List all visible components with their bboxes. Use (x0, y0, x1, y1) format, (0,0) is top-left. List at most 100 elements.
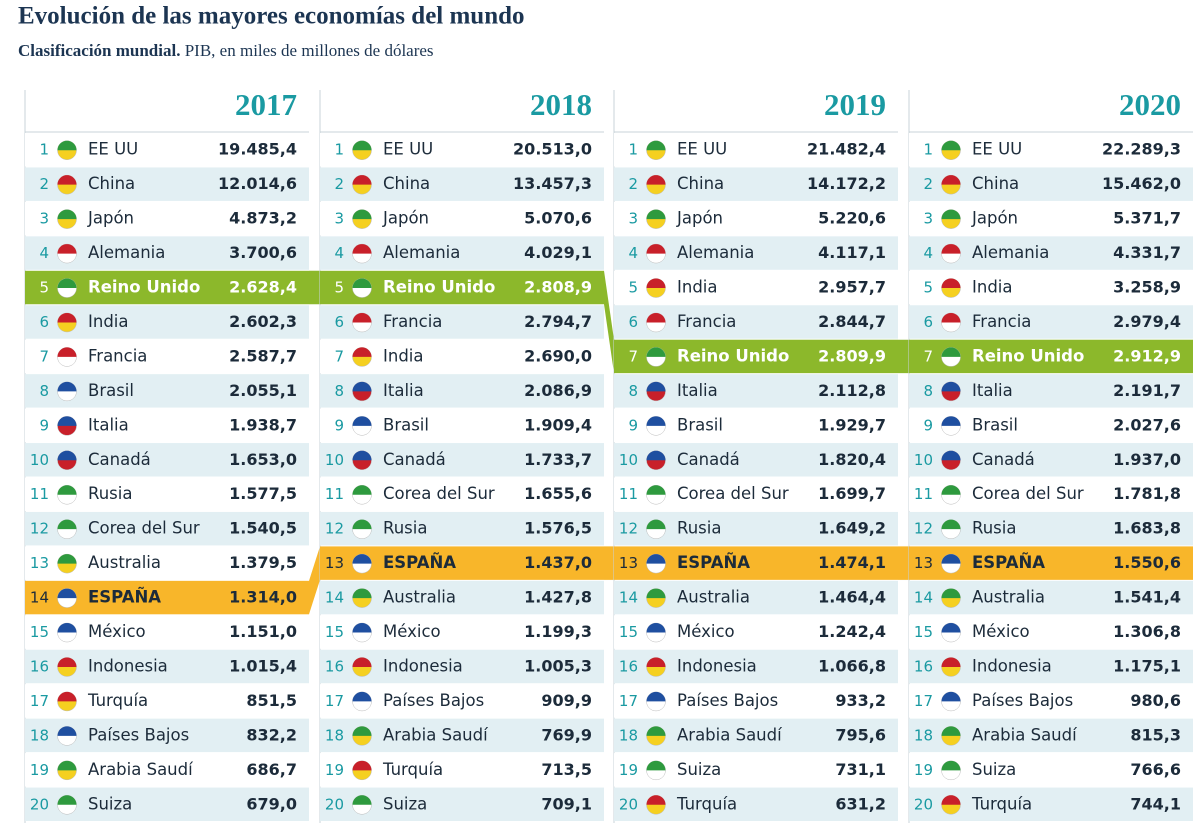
flag (646, 347, 666, 357)
flag (352, 175, 372, 185)
rank: 8 (39, 382, 49, 400)
country: Francia (383, 312, 442, 331)
flag (646, 381, 666, 392)
flag (646, 209, 666, 220)
country: Corea del Sur (383, 484, 495, 503)
value: 21.482,4 (807, 140, 886, 159)
rank: 17 (914, 692, 933, 710)
flag (57, 209, 77, 220)
value: 1.655,6 (524, 484, 592, 503)
country: Arabia Saudí (88, 760, 194, 779)
flag (352, 244, 372, 254)
value: 1.175,1 (1113, 656, 1181, 675)
country: Italia (677, 381, 718, 400)
rank: 10 (325, 451, 344, 469)
country: Canadá (972, 450, 1035, 469)
value: 1.437,0 (524, 553, 592, 572)
value: 4.331,7 (1113, 243, 1181, 262)
country: ESPAÑA (88, 588, 161, 607)
flag (941, 209, 961, 220)
rank: 14 (914, 589, 933, 607)
flag (57, 691, 77, 702)
country: Australia (383, 588, 456, 607)
value: 20.513,0 (513, 140, 592, 159)
flag (352, 760, 372, 771)
flag (646, 244, 666, 254)
flag (941, 450, 961, 461)
value: 4.117,1 (818, 243, 886, 262)
value: 2.086,9 (524, 381, 592, 400)
value: 2.587,7 (229, 346, 297, 365)
country: India (677, 278, 718, 297)
flag (57, 278, 77, 289)
value: 1.199,3 (524, 622, 592, 641)
flag (646, 140, 666, 151)
flag (941, 726, 961, 736)
value: 3.700,6 (229, 243, 297, 262)
rank: 11 (30, 485, 49, 503)
flag (941, 312, 961, 323)
rank: 18 (325, 726, 344, 744)
flag (941, 760, 961, 771)
country: Brasil (972, 415, 1018, 434)
rank: 1 (39, 141, 49, 159)
rank: 6 (39, 313, 49, 331)
flag (941, 175, 961, 185)
rank: 8 (334, 382, 344, 400)
country: Australia (88, 553, 161, 572)
subtitle-bold: Clasificación mundial. (18, 41, 180, 60)
rank: 15 (30, 623, 49, 641)
value: 2.979,4 (1113, 312, 1181, 331)
country: Alemania (972, 243, 1049, 262)
value: 679,0 (246, 794, 297, 813)
flag (57, 485, 77, 495)
value: 2.191,7 (1113, 381, 1181, 400)
rank: 12 (325, 520, 344, 538)
country: Japón (382, 209, 429, 228)
flag (941, 795, 961, 805)
flag (57, 312, 77, 323)
country: China (383, 174, 430, 193)
country: Suiza (972, 760, 1016, 779)
value: 19.485,4 (218, 140, 297, 159)
flag (646, 760, 666, 771)
country: China (972, 174, 1019, 193)
country: Corea del Sur (677, 484, 789, 503)
rank: 7 (923, 347, 933, 365)
rank: 20 (30, 795, 49, 813)
country: Rusia (383, 519, 427, 538)
connector (309, 270, 320, 305)
flag (646, 312, 666, 323)
country: Suiza (677, 760, 721, 779)
flag (646, 795, 666, 805)
value: 1.427,8 (524, 588, 592, 607)
rank: 1 (923, 141, 933, 159)
rank: 9 (628, 416, 638, 434)
rank: 11 (619, 485, 638, 503)
flag (57, 347, 77, 357)
flag (352, 312, 372, 323)
country: China (677, 174, 724, 193)
country: Indonesia (677, 656, 757, 675)
flag (646, 450, 666, 461)
value: 2.112,8 (818, 381, 886, 400)
flag (57, 623, 77, 633)
value: 709,1 (541, 794, 592, 813)
rank: 7 (628, 347, 638, 365)
country: Arabia Saudí (677, 725, 783, 744)
rank: 19 (619, 761, 638, 779)
rank: 6 (334, 313, 344, 331)
flag (646, 278, 666, 289)
country: México (88, 622, 146, 641)
value: 13.457,3 (513, 174, 592, 193)
country: Japón (87, 209, 134, 228)
value: 2.055,1 (229, 381, 297, 400)
country: Reino Unido (972, 346, 1084, 365)
value: 1.005,3 (524, 656, 592, 675)
country: Brasil (88, 381, 134, 400)
country: Australia (677, 588, 750, 607)
value: 769,9 (541, 725, 592, 744)
flag (646, 175, 666, 185)
value: 1.653,0 (229, 450, 297, 469)
flag (57, 175, 77, 185)
